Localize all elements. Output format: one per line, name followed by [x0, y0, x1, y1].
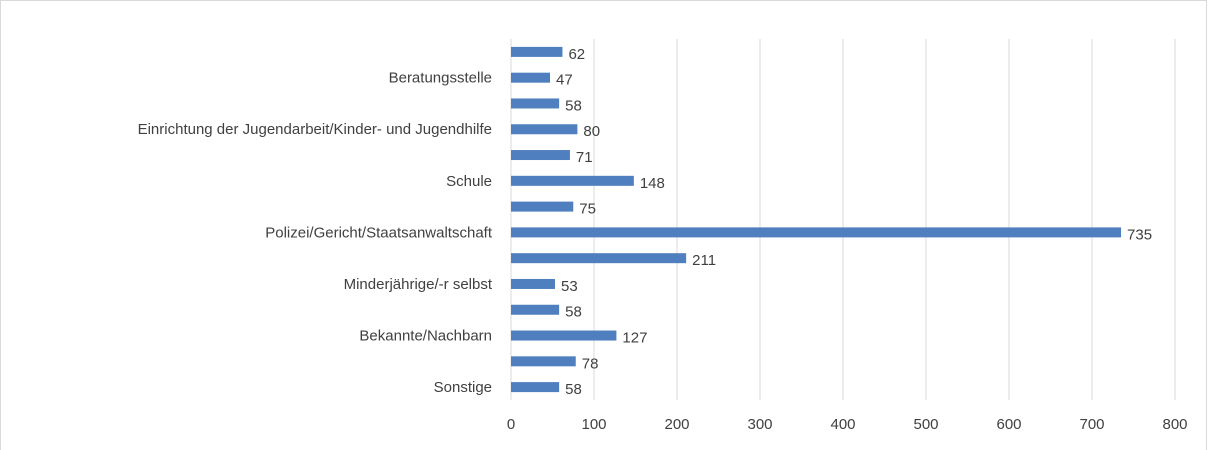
data-label: 80: [583, 123, 600, 140]
data-label: 53: [561, 278, 578, 295]
data-label: 58: [565, 381, 582, 398]
data-label: 127: [622, 330, 647, 347]
bar: [511, 253, 687, 264]
bar: [511, 382, 560, 393]
data-label: 735: [1127, 226, 1152, 243]
data-label: 58: [565, 97, 582, 114]
bar: [511, 278, 555, 289]
data-label: 211: [692, 252, 716, 269]
bar: [511, 227, 1122, 238]
data-label: 78: [582, 355, 599, 372]
bar: [511, 150, 570, 161]
y-tick-label: Sonstige: [434, 379, 492, 396]
bar: [511, 304, 560, 315]
data-label: 47: [556, 72, 573, 89]
y-tick-label: Beratungsstelle: [389, 70, 492, 87]
y-tick-label: Bekannte/Nachbarn: [359, 328, 492, 345]
x-tick-label: 200: [664, 416, 689, 433]
bar: [511, 201, 574, 212]
x-tick-label: 500: [913, 416, 938, 433]
data-label: 58: [565, 304, 582, 321]
bar: [511, 46, 563, 57]
x-tick-label: 400: [830, 416, 855, 433]
x-tick-label: 800: [1162, 416, 1187, 433]
bar: [511, 330, 617, 341]
data-label: 75: [579, 201, 596, 218]
bar: [511, 98, 560, 109]
bar: [511, 175, 634, 186]
x-tick-label: 300: [747, 416, 772, 433]
data-label: 71: [576, 149, 593, 166]
bar: [511, 72, 551, 83]
bar: [511, 124, 578, 135]
x-tick-label: 600: [996, 416, 1021, 433]
y-tick-label: Polizei/Gericht/Staatsanwaltschaft: [265, 224, 493, 241]
x-tick-label: 700: [1079, 416, 1104, 433]
data-label: 148: [640, 175, 665, 192]
x-tick-label: 0: [507, 416, 515, 433]
data-label: 62: [568, 46, 585, 63]
bar: [511, 356, 576, 367]
y-tick-label: Schule: [446, 173, 492, 190]
x-tick-label: 100: [581, 416, 606, 433]
y-tick-label: Einrichtung der Jugendarbeit/Kinder- und…: [138, 121, 492, 138]
y-tick-label: Minderjährige/-r selbst: [344, 276, 493, 293]
